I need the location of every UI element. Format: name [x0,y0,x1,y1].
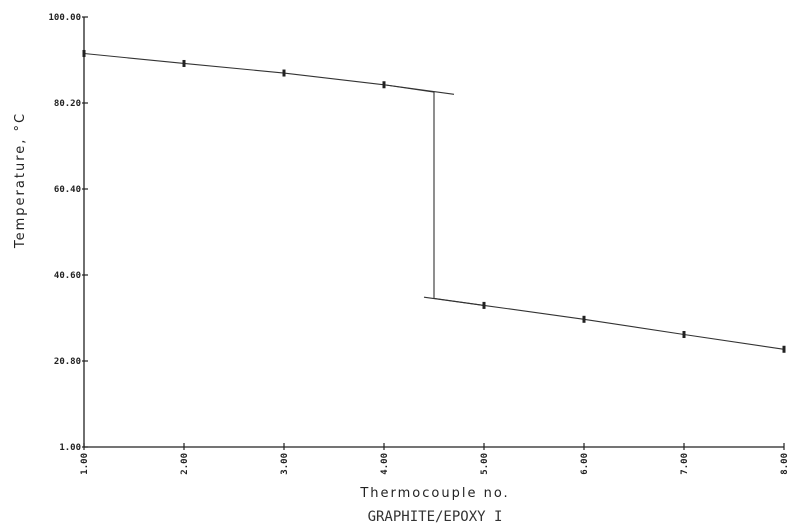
data-point [282,69,286,77]
x-ticks: 1.00 2.00 3.00 4.00 5.00 6.00 7.00 8.00 [80,443,787,475]
x-tick-label: 4.00 [380,453,390,475]
data-point [782,345,786,353]
y-tick-label: 80.20 [54,99,81,109]
x-tick-label: 3.00 [280,453,290,475]
chart-caption: GRAPHITE/EPOXY I [368,509,503,525]
data-point [82,49,86,57]
x-tick-label: 2.00 [180,453,190,475]
axes [83,17,784,448]
y-axis-title: Temperature, °C [13,112,28,249]
series-segment-extension [383,84,455,95]
x-axis-title: Thermocouple no. [359,486,509,501]
data-point [382,81,386,89]
series-line [83,52,785,350]
data-point [582,315,586,323]
y-tick-label: 60.40 [54,185,81,195]
x-tick-label: 5.00 [480,453,490,475]
x-tick-label: 7.00 [680,453,690,475]
data-point [182,59,186,67]
data-point [482,301,486,309]
x-tick-label: 1.00 [80,453,90,475]
y-tick-label: 100.00 [48,13,81,23]
y-ticks: 1.00 20.80 40.60 60.40 80.20 100.00 [48,13,88,453]
x-tick-label: 8.00 [780,453,787,475]
markers [82,49,786,353]
x-tick-label: 6.00 [580,453,590,475]
series-segment-extension [423,296,485,306]
y-tick-label: 1.00 [59,443,81,453]
y-tick-label: 20.80 [54,357,81,367]
y-tick-label: 40.60 [54,271,81,281]
data-point [682,331,686,339]
series [83,52,785,350]
